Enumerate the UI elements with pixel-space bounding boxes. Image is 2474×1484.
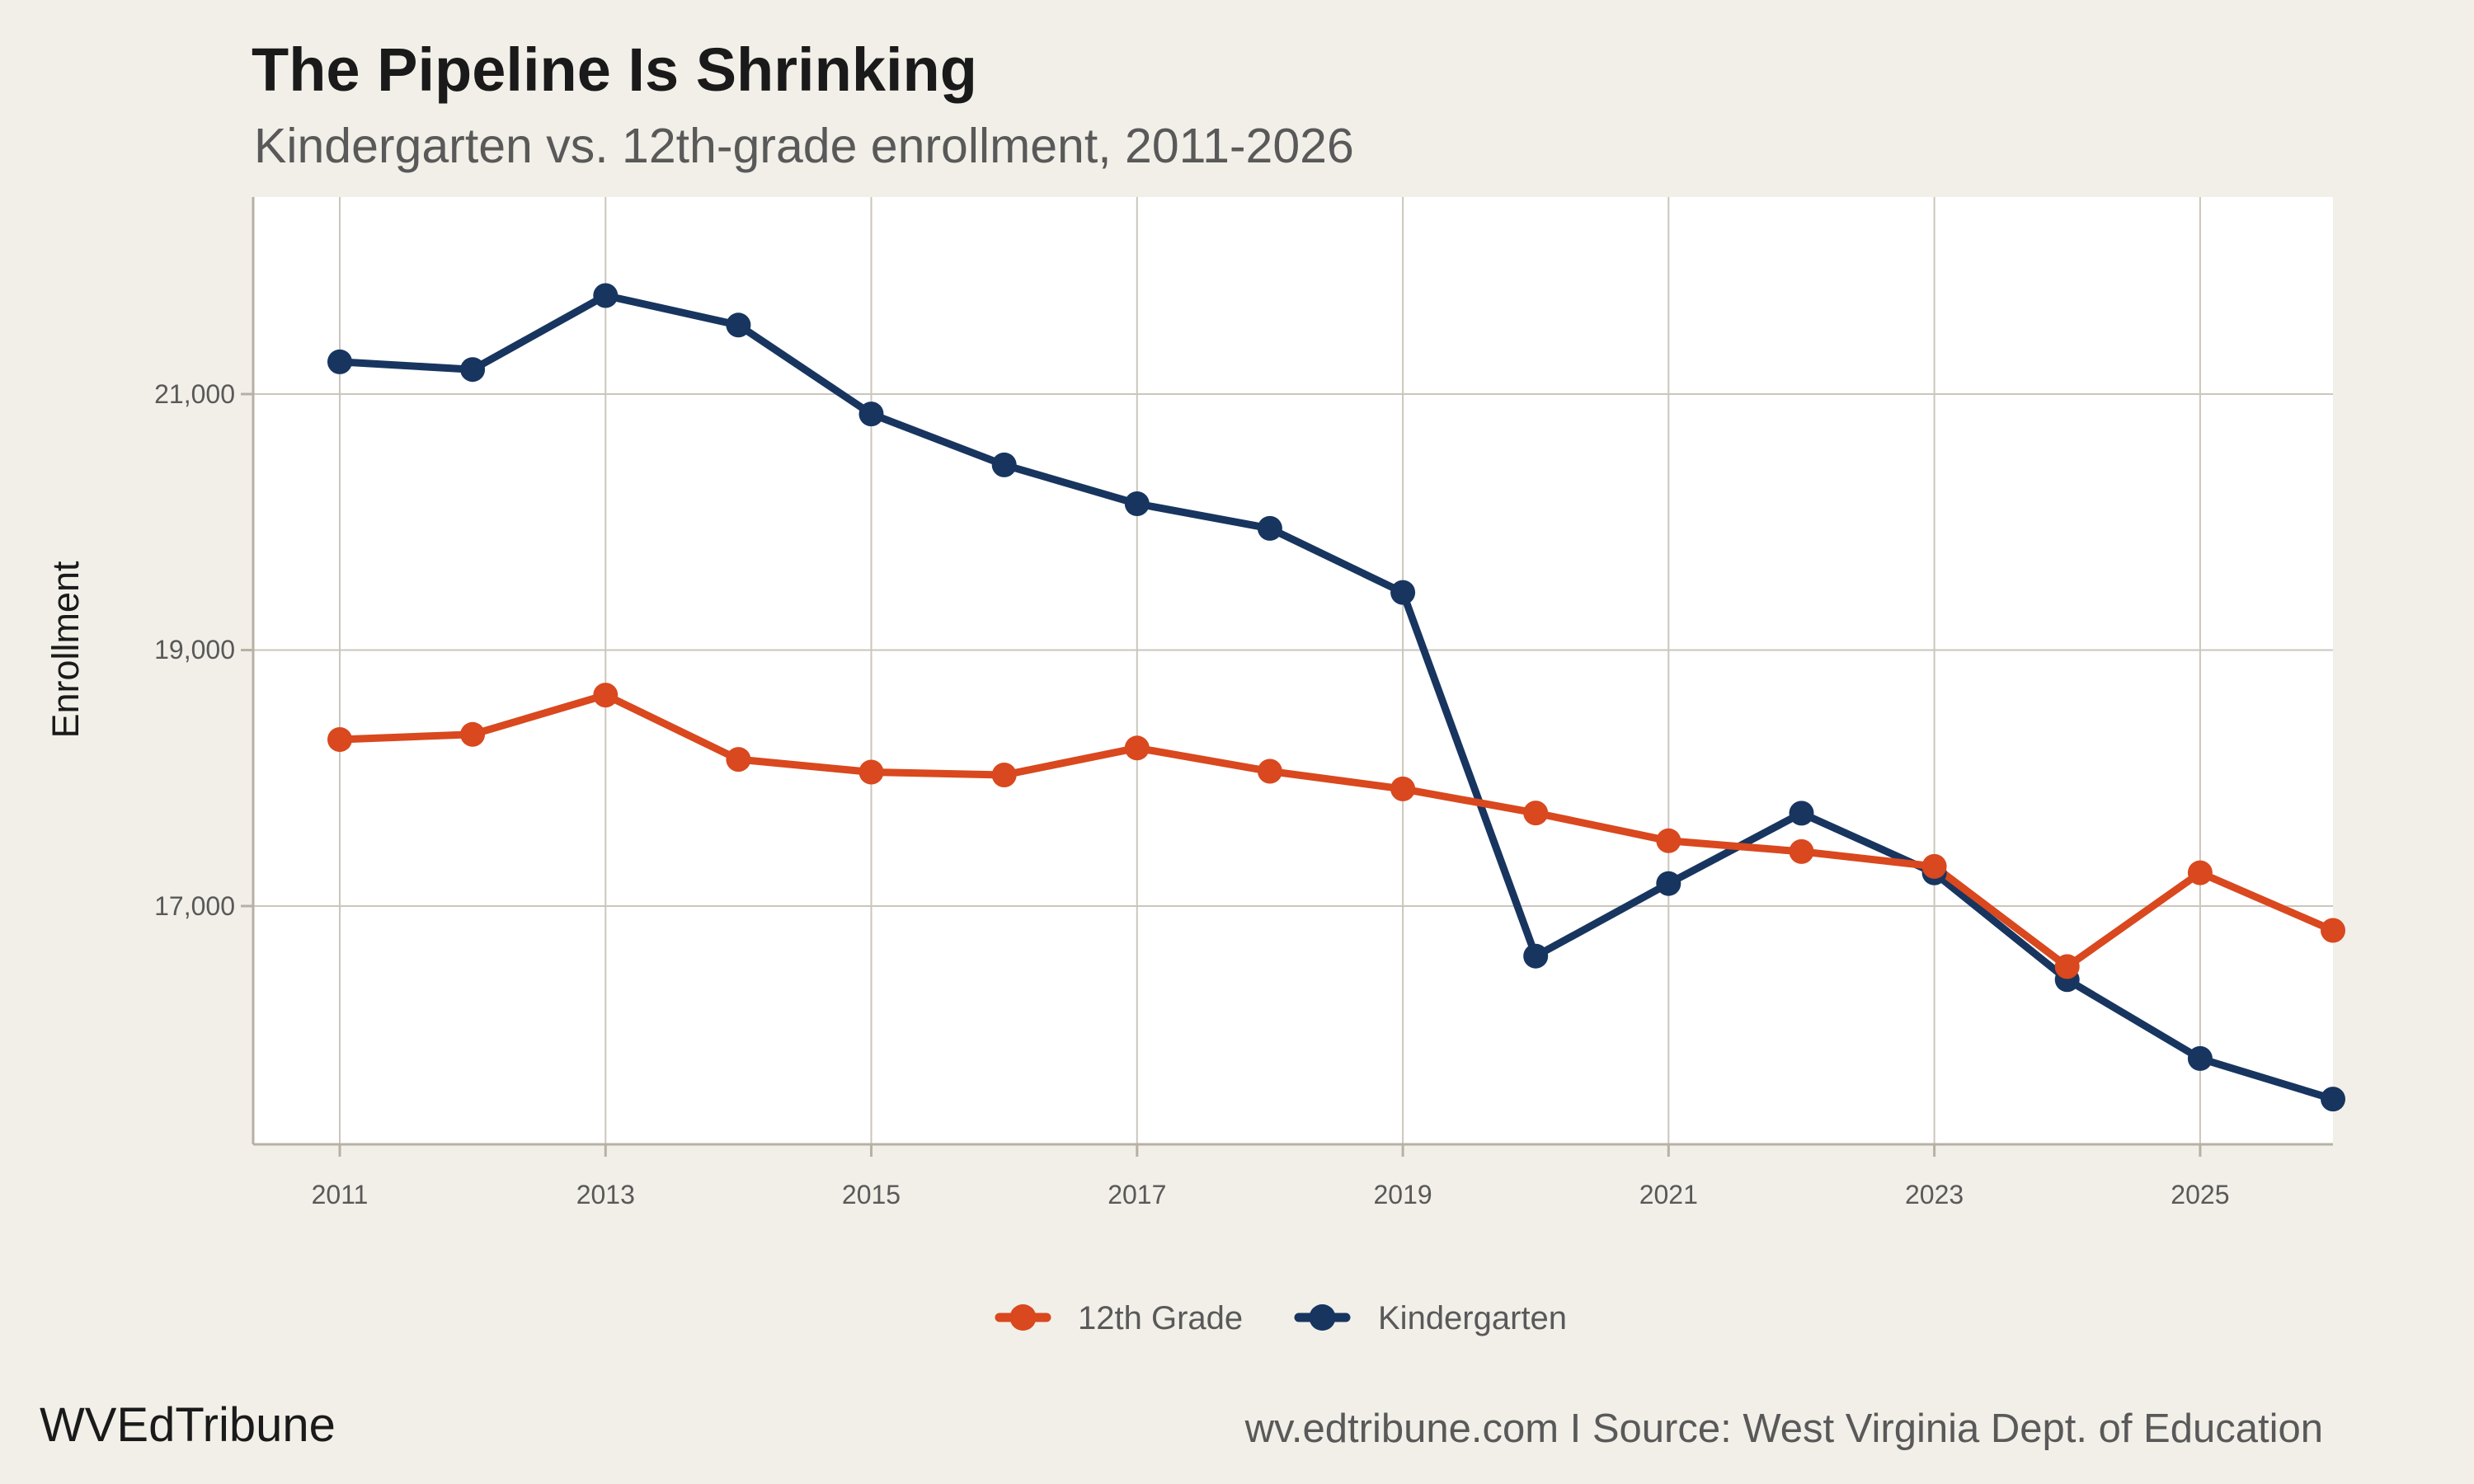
svg-text:2023: 2023 xyxy=(1905,1180,1964,1209)
svg-text:19,000: 19,000 xyxy=(154,635,235,665)
svg-text:2025: 2025 xyxy=(2171,1180,2229,1209)
svg-text:Kindergarten: Kindergarten xyxy=(1378,1300,1567,1336)
svg-text:2015: 2015 xyxy=(842,1180,901,1209)
svg-text:2013: 2013 xyxy=(576,1180,635,1209)
svg-text:2019: 2019 xyxy=(1374,1180,1432,1209)
svg-text:12th Grade: 12th Grade xyxy=(1078,1300,1243,1336)
svg-text:21,000: 21,000 xyxy=(154,379,235,409)
svg-text:Enrollment: Enrollment xyxy=(45,561,87,739)
svg-text:2021: 2021 xyxy=(1639,1180,1698,1209)
svg-text:2017: 2017 xyxy=(1108,1180,1166,1209)
svg-text:2011: 2011 xyxy=(312,1180,369,1209)
svg-text:17,000: 17,000 xyxy=(154,891,235,921)
